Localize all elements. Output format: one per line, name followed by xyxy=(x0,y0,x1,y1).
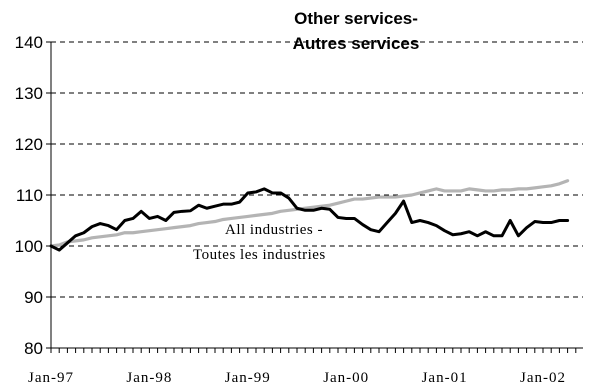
series-line-other-services xyxy=(49,187,570,252)
series-label-all-industries: All industries - xyxy=(225,222,323,238)
x-tick-label: Jan-00 xyxy=(323,370,369,386)
y-tick-label: 90 xyxy=(24,288,43,307)
y-tick-label: 80 xyxy=(24,339,43,358)
x-tick-label: Jan-97 xyxy=(28,370,74,386)
y-tick-label: 100 xyxy=(15,237,43,256)
series-lines xyxy=(49,179,570,252)
y-tick-label: 130 xyxy=(15,84,43,103)
x-axis-ticks: Jan-97 Jan-98 Jan-99 Jan-00 Jan-01 Jan-02 xyxy=(28,348,577,386)
x-tick-label: Jan-01 xyxy=(422,370,468,386)
series-label-toutes-les-industries: Toutes les industries xyxy=(193,247,326,263)
x-tick-label: Jan-99 xyxy=(225,370,271,386)
y-tick-label: 140 xyxy=(15,33,43,52)
y-tick-label: 120 xyxy=(15,135,43,154)
chart-subtitle: Autres services xyxy=(293,34,420,53)
x-tick-label: Jan-98 xyxy=(126,370,172,386)
chart-title: Other services- xyxy=(294,9,418,28)
series-line-all-industries xyxy=(49,179,570,248)
y-tick-label: 110 xyxy=(16,186,43,205)
x-tick-label: Jan-02 xyxy=(520,370,566,386)
gridlines xyxy=(51,41,583,298)
y-axis-ticks: 80 90 100 110 120 130 140 xyxy=(15,33,51,358)
